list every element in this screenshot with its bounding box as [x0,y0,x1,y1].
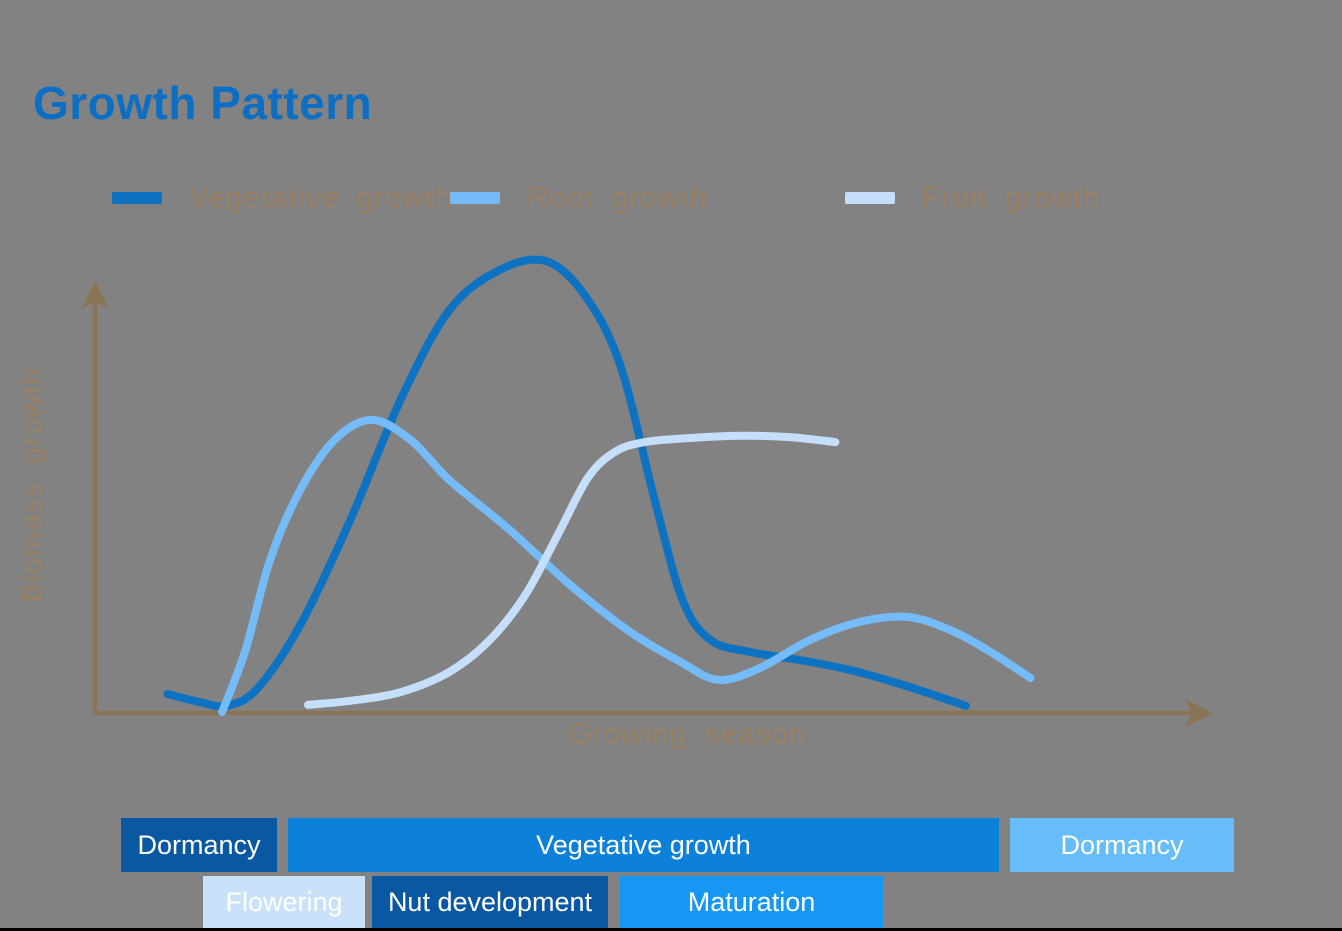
y-axis-label: Biomass growth [16,367,49,603]
legend-item-fruit-growth: Fruit growth [845,180,1101,216]
vegetative-growth-curve [163,255,970,711]
phase-bar-label: Vegetative growth [536,829,751,860]
legend-swatch-icon [845,192,895,204]
bottom-edge-strip [0,928,1342,931]
y-axis-arrow-icon [81,281,109,309]
page-title: Growth Pattern [33,77,373,129]
phase-bar-dormancy: Dormancy [1010,818,1234,872]
legend-item-vegetative-growth: Vegetative growth [112,180,453,216]
legend-label: Root growth [527,181,708,214]
phase-bar-vegetative-growth: Vegetative growth [288,818,999,872]
x-axis-label: Growing season [568,718,808,751]
phase-bar-dormancy: Dormancy [121,818,277,872]
legend-item-root-growth: Root growth [450,180,708,216]
legend-label: Vegetative growth [189,181,454,214]
legend-swatch-icon [450,192,500,204]
legend-swatch-icon [112,192,162,204]
root-growth-curve [218,415,1035,717]
fruit-growth-curve [304,431,840,709]
phase-bar-label: Nut development [387,886,593,917]
phase-bar-flowering: Flowering [203,876,365,928]
phase-bar-label: Maturation [687,886,816,917]
x-axis-arrow-icon [1185,699,1213,727]
legend-label: Fruit growth [922,181,1102,214]
phase-bar-nut-development: Nut development [372,876,608,928]
phase-bar-label: Flowering [225,886,343,917]
phase-bar-label: Dormancy [1060,829,1184,860]
phase-bar-label: Dormancy [137,829,261,860]
phase-bar-maturation: Maturation [620,876,883,928]
